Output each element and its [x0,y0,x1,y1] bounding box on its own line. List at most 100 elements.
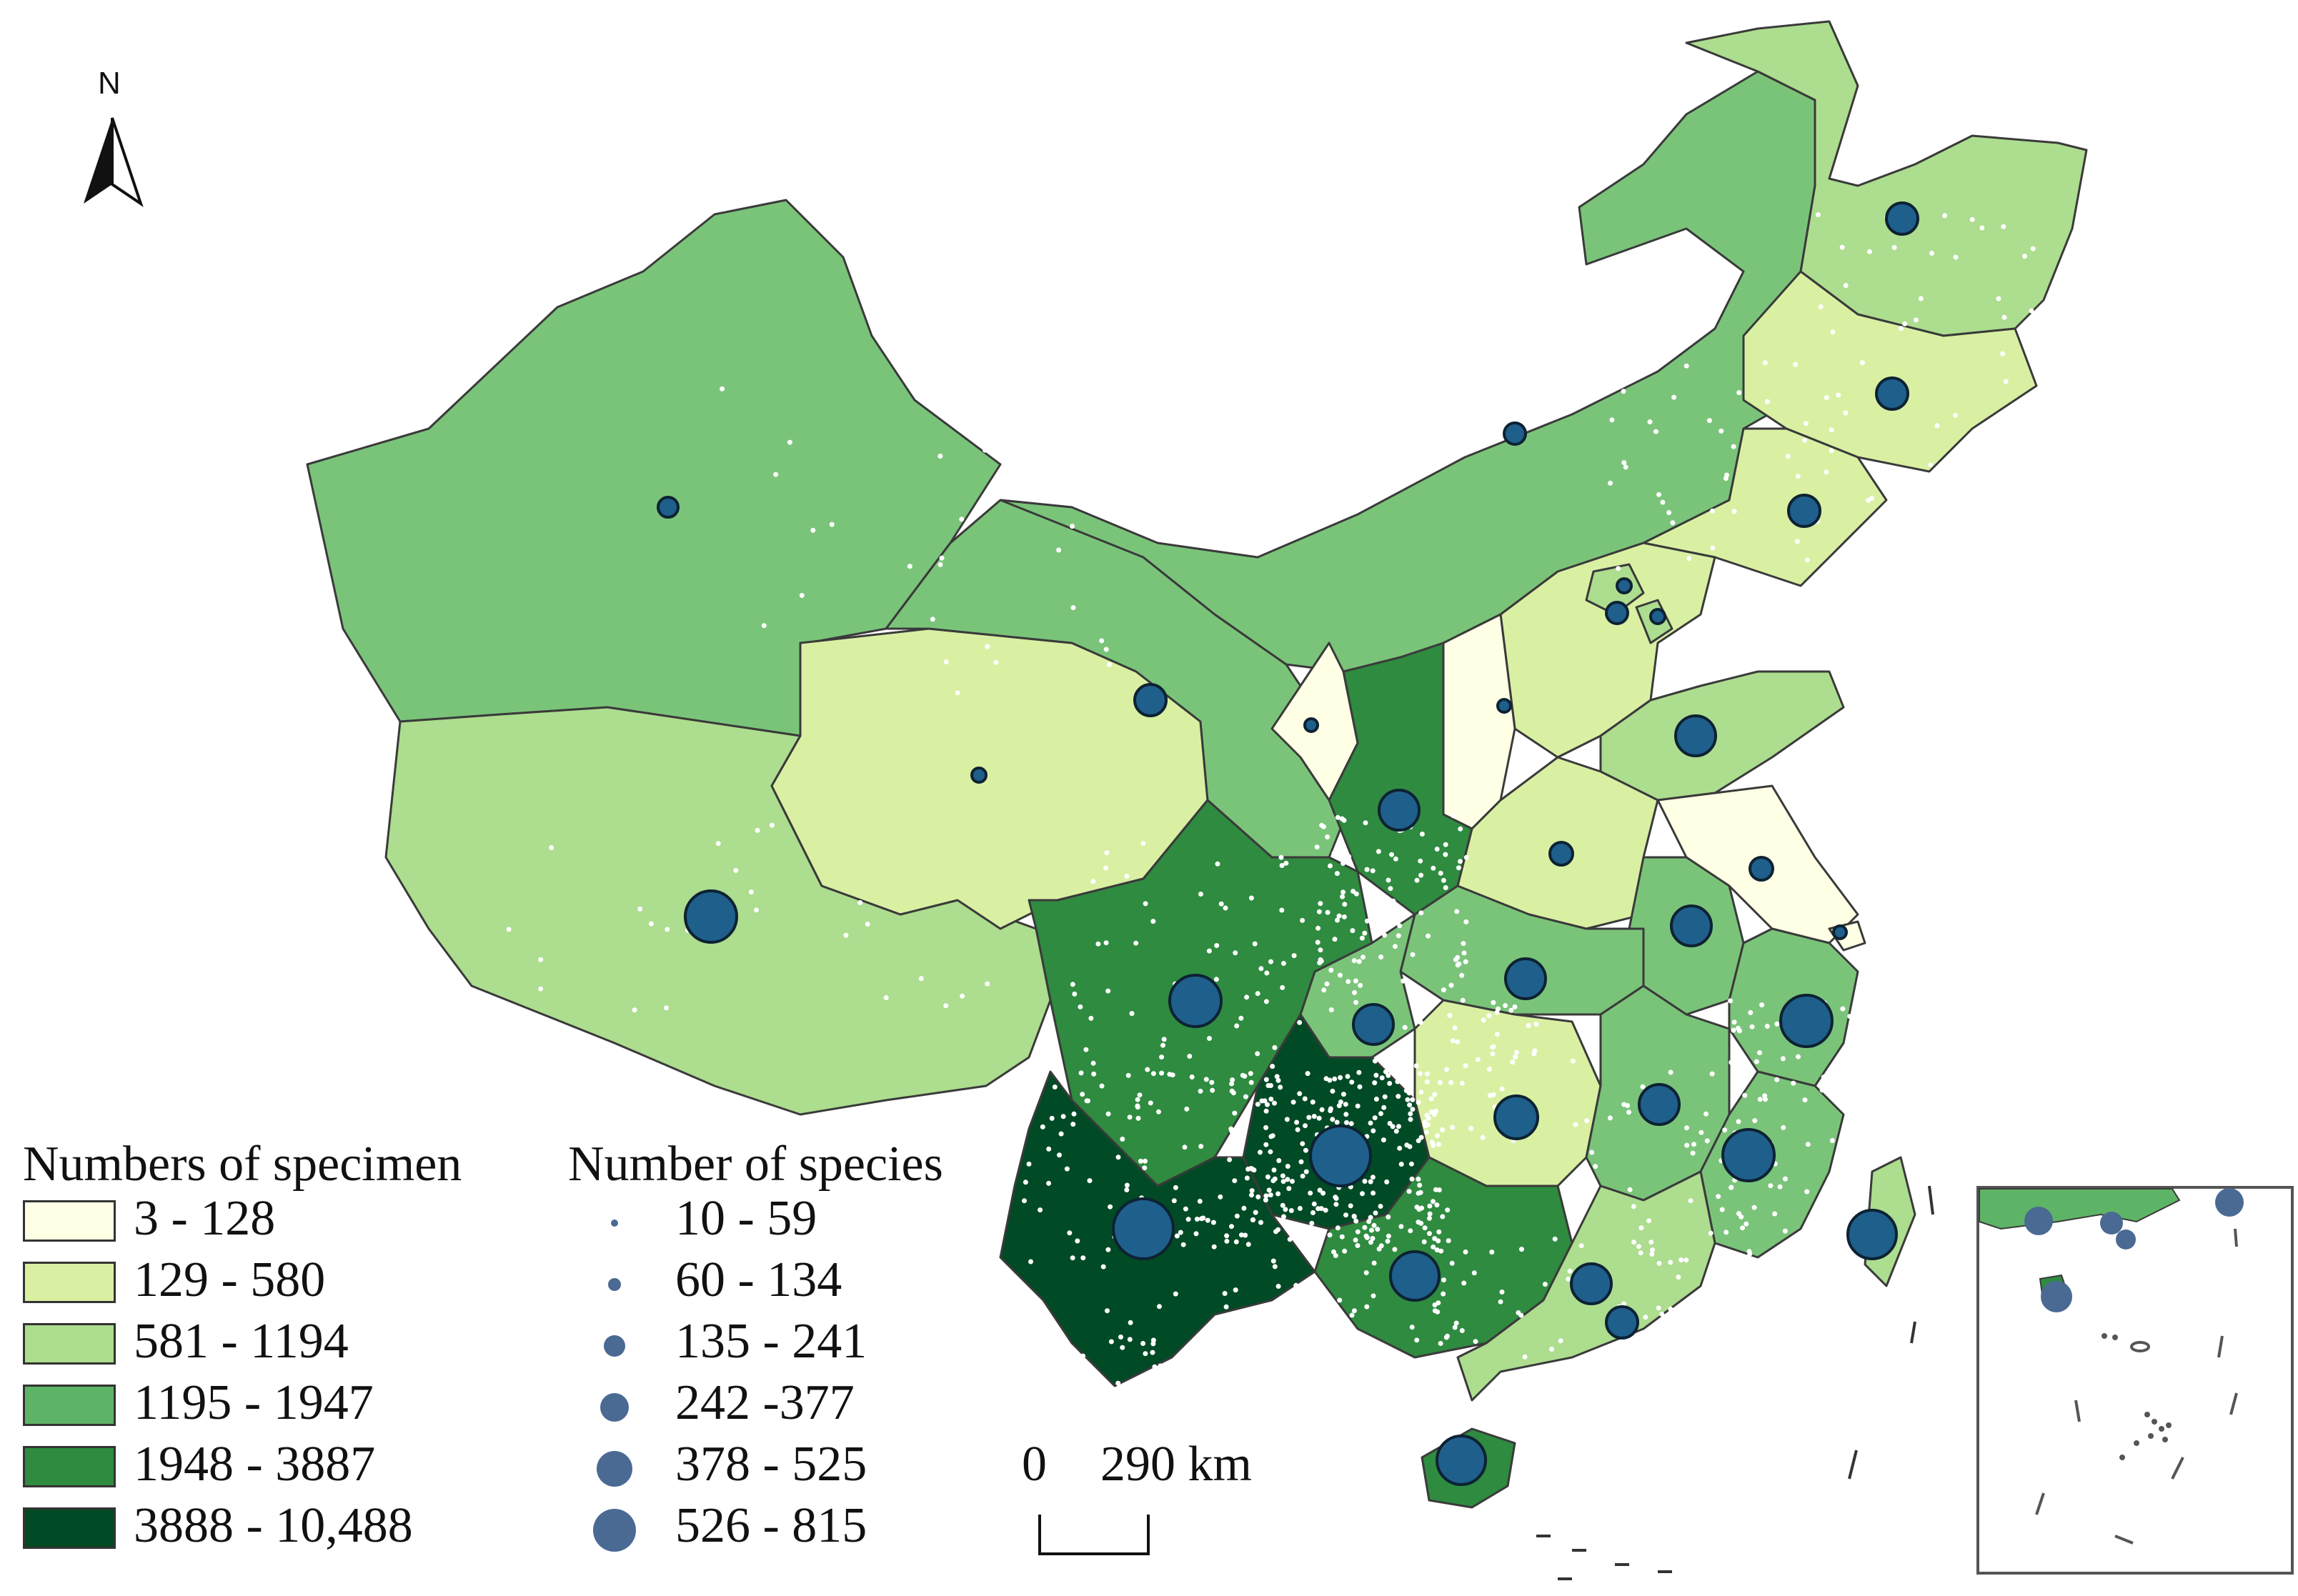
specimen-dot [1305,1239,1310,1245]
specimen-dot [1942,213,1947,219]
specimen-dot [733,867,739,873]
specimen-dot [1042,1310,1048,1316]
specimen-dot [1184,1106,1190,1112]
province-hunan [1413,999,1602,1187]
specimen-dot [1848,1072,1854,1078]
specimen-dot [1275,1284,1281,1289]
specimen-dot [509,1006,514,1012]
specimen-dot [1263,1193,1269,1199]
specimen-dot [1252,941,1258,947]
specimen-dot [1075,1238,1080,1244]
species-circle-guangdong [1570,1262,1613,1305]
specimen-dot [1316,909,1322,914]
specimen-dot [1623,464,1628,470]
specimen-dot [1218,901,1224,907]
specimen-dot [1804,557,1810,563]
specimen-dot [1376,849,1381,854]
specimen-dot [1387,1081,1393,1086]
specimen-dot [1336,913,1342,919]
species-circle-anhui [1670,904,1713,947]
specimen-dot [1670,520,1676,526]
specimen-dot [1173,1291,1178,1297]
specimen-dot [1135,1115,1141,1121]
species-circle-hubei [1504,957,1547,1000]
specimen-dot [755,827,760,833]
specimen-dot [1411,992,1417,997]
specimen-dot [1318,1284,1324,1290]
specimen-dot [1621,389,1626,394]
specimen-dot [1772,1211,1778,1217]
specimen-dot [1410,1097,1416,1102]
specimen-dot [1265,1102,1270,1107]
specimen-dot [1174,1233,1180,1239]
specimen-dot [1316,1115,1322,1121]
specimen-dot [720,386,725,391]
specimen-dot [1072,991,1078,997]
specimen-dot [1424,1071,1430,1077]
specimen-dot [1659,1312,1665,1317]
specimen-dot [1443,1067,1449,1072]
specimen-dot [1224,1233,1230,1239]
specimen-dot [1558,1338,1563,1344]
specimen-dot [1805,1142,1811,1147]
specimen-dot [1025,1115,1030,1121]
specimen-dot [1343,1367,1349,1373]
species-circle-sichuan [1168,974,1223,1028]
inset-circle-hainan [2041,1281,2072,1312]
specimen-dot [1796,1054,1801,1059]
specimen-dot [1432,1302,1438,1308]
specimen-dot [1183,1206,1188,1212]
specimen-dot [1172,1406,1177,1412]
specimen-dot [1928,462,1934,468]
specimen-dot [1057,1152,1062,1158]
specimen-dot [1840,1006,1846,1012]
specimen-dot [1341,817,1347,823]
specimen-dot [1428,1096,1434,1102]
legend-specimen-swatch [23,1262,116,1303]
specimen-dot [918,976,924,982]
specimen-dot [1337,1297,1343,1303]
specimen-dot [1759,1302,1764,1308]
specimen-dot [2072,241,2078,247]
specimen-dot [2065,374,2071,379]
specimen-dot [1198,1370,1204,1375]
specimen-dot [1643,1315,1648,1320]
specimen-dot [2003,460,2008,466]
specimen-dot [1417,1182,1423,1188]
specimen-dot [1084,1098,1090,1104]
specimen-dot [1481,1017,1486,1023]
specimen-dot [1752,1118,1758,1124]
specimen-dot [1340,861,1346,866]
legend-species-title: Number of species [568,1137,943,1192]
specimen-dot [1461,1280,1467,1286]
species-circle-shanghai [1832,924,1848,940]
specimen-dot [1223,905,1228,911]
specimen-dot [1742,1092,1748,1098]
specimen-dot [1171,1198,1177,1204]
specimen-dot [1224,1238,1230,1244]
specimen-dot [1173,1184,1178,1190]
specimen-dot [1272,1100,1277,1106]
specimen-dot [1378,1111,1383,1117]
specimen-dot [1280,1202,1285,1208]
specimen-dot [1244,1373,1250,1379]
specimen-dot [1100,1264,1106,1270]
species-circle-tianjin [1649,608,1666,625]
specimen-dot [1410,952,1416,957]
specimen-dot [1223,1304,1229,1310]
specimen-dot [1323,1207,1328,1213]
specimen-dot [1279,863,1285,868]
specimen-dot [1161,1037,1167,1042]
specimen-dot [1640,1084,1646,1089]
specimen-dot [1456,865,1461,871]
specimen-dot [1285,1164,1290,1169]
specimen-dot [1343,1102,1348,1107]
specimen-dot [1240,1072,1245,1078]
specimen-dot [1249,1188,1255,1194]
specimen-dot [761,623,767,629]
specimen-dot [1401,978,1406,984]
specimen-dot [1686,556,1692,562]
specimen-dot [857,900,863,905]
specimen-dot [1371,1128,1376,1134]
